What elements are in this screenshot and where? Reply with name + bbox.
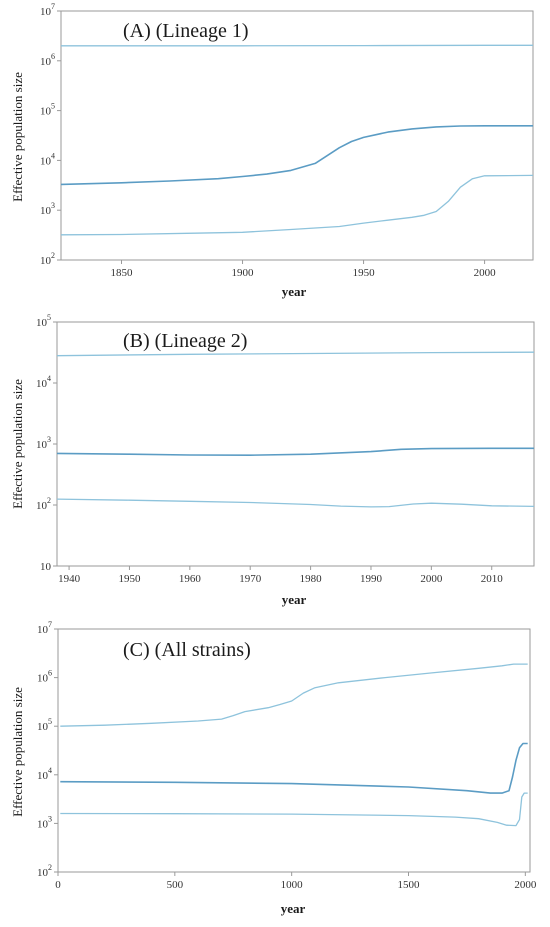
y-tick-label: 105 (40, 102, 55, 118)
y-tick-exponent: 3 (51, 201, 55, 210)
x-tick-label: 2000 (474, 267, 497, 279)
y-tick-base: 10 (36, 439, 48, 451)
y-tick-base: 10 (40, 255, 52, 267)
series-line-lower (60, 792, 528, 827)
y-tick-label: 103 (37, 814, 52, 830)
x-tick-label: 1850 (111, 267, 134, 279)
panel-b-ylabel: Effective population size (10, 379, 25, 509)
y-tick-exponent: 6 (51, 52, 55, 61)
y-tick-base: 10 (37, 673, 49, 685)
y-tick-base: 10 (40, 155, 52, 167)
x-tick-label: 1900 (232, 267, 255, 279)
y-tick-exponent: 4 (47, 374, 51, 383)
panel-a-ylabel: Effective population size (10, 72, 25, 202)
x-tick-label: 500 (167, 879, 184, 891)
x-tick-label: 1970 (239, 573, 262, 585)
y-tick-base: 10 (40, 561, 52, 573)
y-tick-label: 105 (36, 313, 51, 329)
y-tick-base: 10 (37, 770, 49, 782)
panel-a: (A) (Lineage 1) Effective population siz… (10, 2, 534, 299)
x-tick-label: 1000 (281, 879, 304, 891)
y-tick-exponent: 3 (48, 814, 52, 823)
x-tick-label: 2010 (481, 573, 504, 585)
y-tick-label: 107 (40, 2, 55, 18)
y-tick-exponent: 3 (47, 435, 51, 444)
y-tick-base: 10 (36, 500, 48, 512)
series-line-upper (60, 663, 528, 727)
panel-b: (B) (Lineage 2) Effective population siz… (10, 313, 535, 607)
panel-b-lines (56, 351, 535, 508)
y-tick-label: 103 (36, 435, 51, 451)
y-tick-label: 106 (37, 669, 52, 685)
x-tick-label: 1950 (118, 573, 141, 585)
series-line-upper (56, 351, 535, 357)
y-tick-base: 10 (40, 6, 52, 18)
x-tick-label: 1960 (179, 573, 202, 585)
y-tick-exponent: 2 (48, 863, 52, 872)
y-tick-base: 10 (36, 317, 48, 329)
y-tick-base: 10 (37, 624, 49, 636)
x-tick-label: 1500 (397, 879, 420, 891)
panel-c-ylabel: Effective population size (10, 687, 25, 817)
panel-a-frame (60, 10, 534, 261)
y-tick-base: 10 (40, 56, 52, 68)
y-tick-label: 102 (37, 863, 52, 879)
y-tick-exponent: 4 (48, 766, 52, 775)
y-tick-base: 10 (37, 867, 49, 879)
y-tick-label: 107 (37, 620, 52, 636)
panel-b-ticks: 1940 1950 1960 1970 1980 1990 2000 201010102103… (36, 313, 503, 585)
y-tick-label: 102 (40, 251, 55, 267)
panel-b-title: (B) (Lineage 2) (123, 330, 247, 352)
panel-a-xlabel: year (282, 284, 307, 299)
y-tick-base: 10 (37, 818, 49, 830)
series-line-upper (61, 44, 533, 47)
x-tick-label: 1950 (353, 267, 376, 279)
y-tick-label: 104 (40, 151, 55, 167)
y-tick-base: 10 (36, 378, 48, 390)
y-tick-exponent: 5 (47, 313, 51, 322)
y-tick-base: 10 (40, 205, 52, 217)
panel-a-title: (A) (Lineage 1) (123, 20, 249, 42)
y-tick-exponent: 2 (51, 251, 55, 260)
x-tick-label: 1990 (360, 573, 383, 585)
y-tick-base: 10 (37, 721, 49, 733)
panel-b-xlabel: year (282, 592, 307, 607)
series-line-median (60, 742, 528, 794)
panel-a-lines (60, 44, 534, 236)
series-line-median (56, 447, 534, 457)
y-tick-exponent: 7 (51, 2, 55, 11)
y-tick-label: 102 (36, 496, 51, 512)
y-tick-label: 10 (40, 561, 52, 573)
x-tick-label: 1940 (58, 573, 81, 585)
y-tick-label: 104 (37, 766, 52, 782)
x-tick-label: 2000 (514, 879, 537, 891)
series-line-median (60, 125, 533, 186)
panel-c-xlabel: year (281, 901, 306, 916)
y-tick-label: 106 (40, 52, 55, 68)
y-tick-label: 105 (37, 717, 52, 733)
y-tick-label: 104 (36, 374, 51, 390)
series-line-lower (56, 498, 535, 508)
x-tick-label: 2000 (420, 573, 443, 585)
panel-c-frame (57, 628, 531, 873)
panel-c-lines (60, 663, 528, 827)
series-line-lower (60, 174, 534, 236)
y-tick-base: 10 (40, 106, 52, 118)
x-tick-label: 1980 (300, 573, 323, 585)
y-tick-exponent: 5 (51, 102, 55, 111)
y-tick-exponent: 7 (48, 620, 52, 629)
y-tick-exponent: 2 (47, 496, 51, 505)
y-tick-exponent: 4 (51, 151, 55, 160)
panel-c-title: (C) (All strains) (123, 639, 251, 661)
y-tick-exponent: 6 (48, 669, 52, 678)
y-tick-label: 103 (40, 201, 55, 217)
x-tick-label: 0 (55, 879, 61, 891)
panel-c: (C) (All strains) Effective population s… (10, 620, 537, 916)
panel-b-frame (56, 321, 535, 567)
y-tick-exponent: 5 (48, 717, 52, 726)
